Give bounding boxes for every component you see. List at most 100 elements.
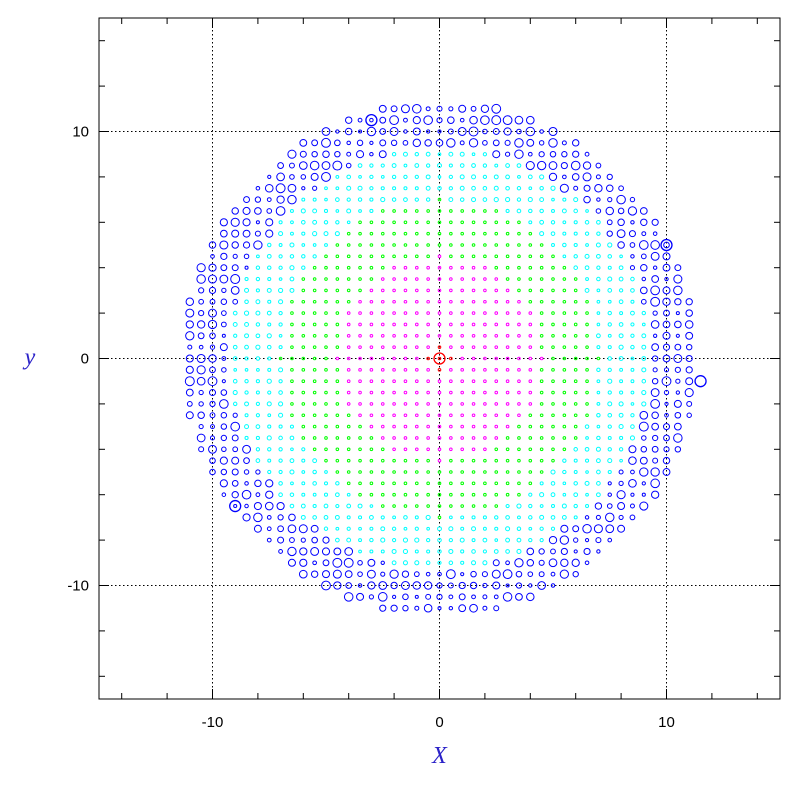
data-point <box>502 569 513 580</box>
data-point <box>662 331 671 340</box>
data-point <box>356 150 365 159</box>
data-point <box>265 479 274 488</box>
data-point <box>573 299 578 304</box>
data-point <box>618 514 624 520</box>
axis-ticks <box>99 18 780 699</box>
data-point <box>369 254 374 259</box>
data-point <box>551 243 555 247</box>
data-point <box>460 436 465 440</box>
data-point <box>278 265 283 270</box>
data-point <box>448 537 453 543</box>
data-point <box>335 447 340 452</box>
data-point <box>641 231 647 237</box>
data-point <box>494 538 499 542</box>
data-point <box>471 288 476 293</box>
data-point <box>684 320 694 329</box>
data-point <box>618 333 624 339</box>
data-point <box>380 447 385 452</box>
data-point <box>480 115 490 125</box>
data-point <box>596 469 601 475</box>
data-point <box>310 172 319 181</box>
data-point <box>458 604 467 613</box>
data-point <box>415 209 419 213</box>
data-point <box>505 492 510 497</box>
data-point <box>414 560 420 566</box>
data-point <box>618 322 624 327</box>
data-point <box>253 512 263 523</box>
data-point <box>392 515 397 520</box>
data-point <box>584 458 590 463</box>
data-point <box>369 526 374 531</box>
data-point <box>425 174 431 180</box>
data-point <box>358 538 362 543</box>
data-point <box>516 186 522 191</box>
data-point <box>220 252 228 260</box>
data-point <box>460 299 465 304</box>
data-point <box>426 436 430 440</box>
data-point <box>468 138 479 148</box>
data-point <box>335 174 340 179</box>
data-point <box>528 447 533 452</box>
data-point <box>335 334 340 338</box>
data-point <box>493 185 499 191</box>
data-point <box>482 594 488 600</box>
data-point <box>607 276 613 282</box>
data-point <box>415 288 419 293</box>
data-point <box>573 368 578 372</box>
data-point <box>219 343 228 352</box>
data-point <box>266 287 272 293</box>
data-point <box>651 275 660 283</box>
data-point <box>550 492 556 498</box>
data-point <box>254 230 261 237</box>
data-point <box>311 536 318 544</box>
data-point <box>471 594 476 600</box>
data-point <box>255 458 261 463</box>
data-point <box>562 231 567 236</box>
data-point <box>459 197 465 202</box>
data-point <box>448 548 454 554</box>
data-point <box>358 368 362 372</box>
data-point <box>415 368 419 372</box>
data-point <box>607 345 612 350</box>
data-point <box>516 503 522 509</box>
data-point <box>335 345 340 349</box>
data-point <box>267 413 272 418</box>
data-point <box>232 356 238 361</box>
data-point <box>548 172 558 182</box>
data-point <box>335 379 340 384</box>
data-point <box>651 422 660 431</box>
data-point <box>561 514 567 520</box>
data-point <box>301 424 306 429</box>
data-point <box>674 366 681 373</box>
data-point <box>244 322 249 327</box>
data-point <box>312 288 317 293</box>
data-point <box>638 240 649 250</box>
data-point <box>528 526 533 531</box>
data-point <box>232 401 238 407</box>
data-point <box>357 197 363 202</box>
data-point <box>551 413 555 418</box>
data-point <box>300 537 306 543</box>
data-point <box>517 345 521 349</box>
data-point <box>516 197 522 202</box>
data-point <box>208 241 217 249</box>
data-point <box>196 263 206 273</box>
data-point <box>301 413 306 418</box>
data-point <box>426 322 430 327</box>
data-point <box>196 376 206 386</box>
x-tick-label: -10 <box>202 714 224 731</box>
data-point <box>630 288 635 293</box>
data-point <box>449 470 453 474</box>
data-point <box>380 322 385 327</box>
data-point <box>482 605 488 611</box>
data-point <box>494 368 499 372</box>
data-point <box>414 594 419 599</box>
data-point <box>402 140 409 146</box>
data-point <box>471 492 476 497</box>
data-point <box>255 492 261 498</box>
data-point <box>414 549 419 554</box>
data-point <box>551 208 555 213</box>
data-point <box>437 243 442 247</box>
data-point <box>255 356 261 361</box>
data-point <box>448 186 454 191</box>
